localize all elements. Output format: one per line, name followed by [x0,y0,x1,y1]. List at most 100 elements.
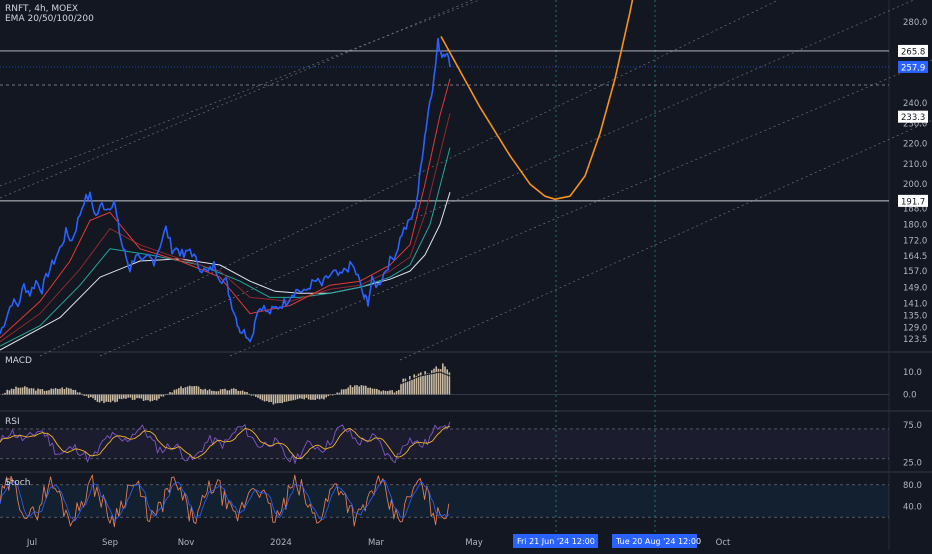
price-tick-label: 230.0 [903,119,927,129]
macd-bar [420,372,422,395]
macd-bar [365,385,367,395]
macd-bar [373,388,376,395]
price-tag-label: 191.7 [901,197,925,207]
price-tick-label: 123.5 [903,335,927,345]
price-tick-label: 240.0 [903,99,927,109]
macd-bar [296,394,299,400]
macd-bar [431,370,433,395]
macd-bar [193,386,195,395]
price-tag-label: 257.9 [901,63,925,73]
macd-pane-label: MACD [5,356,32,366]
macd-bar [334,394,336,395]
trend-channel-line [229,59,932,357]
macd-bar [208,389,211,395]
macd-bar [354,385,356,395]
macd-bar [39,389,41,395]
macd-bar [59,388,61,395]
macd-bar [283,394,286,402]
macd-bar [358,386,360,395]
macd-bar [409,376,411,395]
macd-bar [175,389,178,395]
price-tag-label: 233.3 [901,113,925,123]
macd-bar [259,394,261,400]
macd-bar [235,389,237,395]
macd-bar [307,394,310,400]
macd-bar [444,366,446,395]
price-tick-label: 157.0 [903,267,927,277]
macd-bar [226,390,228,395]
macd-bar [389,390,391,395]
macd-bar [189,385,191,395]
trend-channel-line [0,0,481,187]
macd-bar [314,394,316,401]
macd-bar [184,387,187,395]
macd-bar [219,389,222,395]
macd-bar [371,388,374,395]
macd-bar [437,368,440,395]
macd-bar [149,394,151,402]
macd-bar [37,388,39,395]
macd-bar [61,387,63,395]
macd-bar [272,394,275,405]
price-tag-box [898,110,928,123]
macd-bar [123,394,125,399]
macd-bar [24,386,26,395]
x-tick-label: Mar [368,538,385,548]
macd-bar [8,390,11,395]
macd-signal [379,371,451,391]
date-highlight-box [513,534,598,548]
macd-bar [246,392,248,395]
macd-bar [211,390,213,395]
macd-bar [428,373,431,395]
macd-bar [424,371,426,395]
rsi-tick-label: 25.0 [903,459,922,469]
price-tick-label: 172.0 [903,237,927,247]
macd-bar [145,394,147,401]
date-highlight-label: Fri 21 Jun '24 12:00 [517,537,595,546]
macd-bar [318,394,321,400]
macd-tick-label: 0.0 [903,391,917,401]
price-tag-label: 265.8 [901,47,925,57]
macd-bar [90,394,92,398]
macd-bar [325,394,327,398]
macd-bar [200,388,202,395]
macd-bar [160,394,162,397]
macd-bar [299,394,301,399]
price-tick-label: 149.0 [903,283,927,293]
macd-bar [387,391,389,395]
macd-bar [362,385,365,395]
macd-bar [52,388,55,395]
macd-bar [186,386,189,395]
price-tick-label: 188.0 [903,204,927,214]
macd-bar [167,393,169,395]
macd-bar [230,388,233,395]
macd-bar [173,389,176,395]
macd-bar [46,390,48,395]
macd-bar [250,394,253,396]
macd-bar [129,394,132,398]
ema20-line [0,78,451,339]
macd-bar [391,390,393,395]
macd-bar [70,388,72,395]
macd-bar [202,389,204,395]
macd-bar [255,394,257,397]
macd-bar [171,392,173,395]
macd-bar [2,393,4,395]
date-highlight-box [612,534,697,548]
macd-bar [257,394,259,398]
macd-bar [50,388,52,395]
macd-bar [76,392,79,395]
stoch-pane-label: Stoch [5,478,31,488]
macd-bar [151,394,154,401]
x-tick-label: Sep [102,538,118,548]
macd-bar [138,394,140,399]
macd-bar [415,375,418,395]
macd-bar [26,387,28,395]
macd-bar [266,394,268,401]
macd-bar [279,394,281,404]
macd-bar [83,394,85,396]
macd-bar [120,394,123,400]
x-tick-label: Oct [716,538,731,548]
